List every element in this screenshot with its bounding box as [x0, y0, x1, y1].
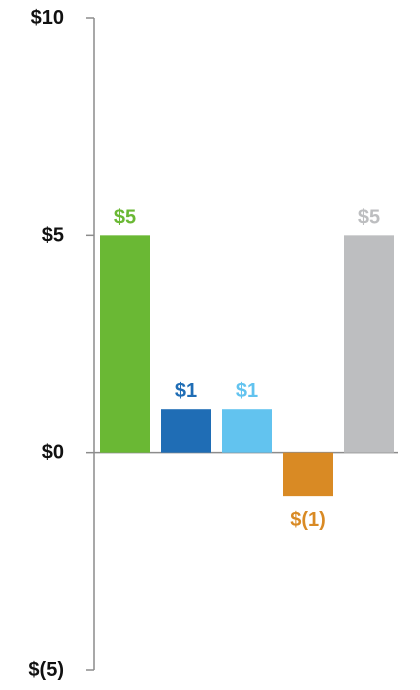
y-tick-label: $(5)	[28, 659, 64, 681]
data-label: $1	[175, 380, 197, 402]
data-label: $5	[114, 206, 136, 228]
y-tick-label: $0	[42, 442, 64, 464]
bar	[283, 452, 333, 497]
data-label: $1	[236, 380, 258, 402]
y-axis: $10 $5 $0 $(5)	[28, 7, 95, 681]
y-tick-label: $5	[42, 224, 64, 246]
y-tick-label: $10	[31, 7, 64, 29]
bar	[222, 409, 272, 453]
data-label: $5	[358, 206, 380, 228]
bar	[100, 235, 150, 453]
data-label: $(1)	[290, 509, 326, 531]
bars	[100, 235, 394, 497]
bar	[161, 409, 211, 453]
bar	[344, 235, 394, 453]
data-labels: $5 $1 $1 $(1) $5	[114, 206, 380, 531]
